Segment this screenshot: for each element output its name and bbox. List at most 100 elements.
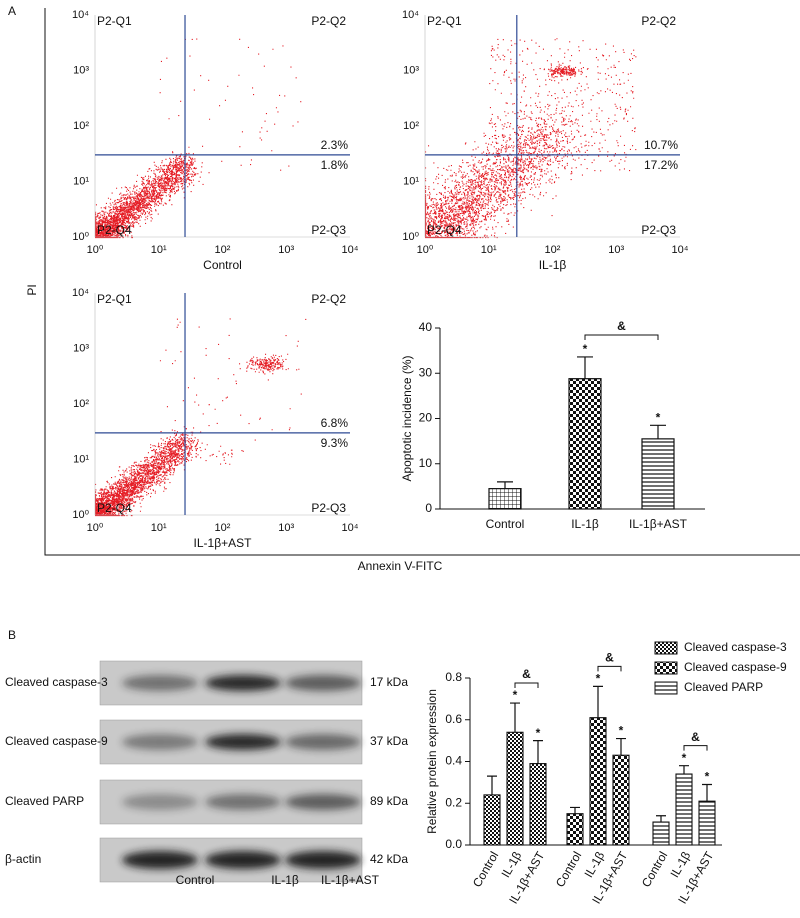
x-tick-label: 10⁰ [417, 244, 434, 256]
quadrant-label: P2-Q1 [97, 14, 132, 28]
event-cloud [425, 38, 637, 239]
error-bar [497, 481, 513, 489]
quadrant-label: P2-Q4 [427, 223, 462, 237]
error-bar [702, 783, 712, 802]
y-tick-label: 10³ [73, 342, 89, 354]
y-axis-label: Relative protein expression [425, 689, 439, 834]
blot-band [122, 734, 198, 750]
y-tick-label: 10⁰ [402, 231, 419, 243]
blot-band [122, 794, 198, 810]
panel-frame [44, 8, 800, 556]
blot-band [205, 734, 281, 750]
significance-label: & [522, 667, 531, 681]
blot-row-label: Cleaved caspase-3 [5, 675, 108, 689]
significance-marker: * [619, 724, 624, 738]
significance-label: & [605, 651, 614, 665]
y-tick-label: 30 [419, 365, 433, 379]
panel-label: B [8, 628, 16, 642]
plot-axes [94, 293, 350, 516]
x-tick-label: 10¹ [151, 522, 167, 534]
y-axis-label: Apoptotic incidence (%) [400, 355, 414, 481]
x-tick-label: 10³ [278, 522, 294, 534]
quadrant-label: P2-Q4 [97, 223, 132, 237]
y-tick-label: 10³ [403, 64, 419, 76]
bar [641, 438, 675, 510]
error-bar [679, 765, 689, 775]
x-tick-label: 10¹ [481, 244, 497, 256]
x-tick-label: 10⁴ [672, 244, 689, 256]
significance-marker: * [513, 688, 518, 702]
plot-caption: IL-1β [539, 258, 567, 272]
bar [566, 813, 584, 846]
panel-label: A [8, 4, 16, 18]
blot-size-label: 17 kDa [370, 675, 408, 689]
bar [612, 754, 630, 846]
error-bar [570, 806, 580, 814]
blot-band [205, 851, 281, 869]
x-tick-label: 10⁴ [342, 522, 359, 534]
quadrant-label: P2-Q1 [427, 14, 462, 28]
error-bar [510, 702, 520, 733]
quadrant-percent: 17.2% [644, 158, 678, 172]
error-bar [616, 737, 626, 756]
plot-caption: IL-1β+AST [194, 536, 253, 550]
x-tick-label: Control [470, 849, 501, 890]
x-tick-label: 10⁴ [342, 244, 359, 256]
y-tick-label: 0.2 [445, 795, 462, 809]
legend-swatch [654, 681, 678, 695]
x-axis-label: Annexin V-FITC [358, 559, 443, 573]
y-tick-label: 10⁰ [72, 509, 89, 521]
bar [589, 717, 607, 846]
quadrant-percent: 9.3% [321, 436, 349, 450]
blot-band [285, 794, 361, 810]
error-bar [593, 685, 603, 718]
x-tick-label: Control [486, 517, 525, 531]
quadrant-label: P2-Q4 [97, 501, 132, 515]
quadrant-label: P2-Q3 [311, 223, 346, 237]
blot-band [122, 675, 198, 691]
bar [506, 731, 524, 846]
blot-size-label: 42 kDa [370, 852, 408, 866]
blot-size-label: 37 kDa [370, 734, 408, 748]
y-tick-label: 10¹ [403, 175, 419, 187]
blot-row-label: β-actin [5, 852, 41, 866]
plot-caption: Control [203, 258, 242, 272]
x-tick-label: 10¹ [151, 244, 167, 256]
blot-band [205, 794, 281, 810]
blot-band [285, 851, 361, 869]
x-tick-label: 10⁰ [87, 522, 104, 534]
y-tick-label: 10³ [73, 64, 89, 76]
significance-marker: * [705, 770, 710, 784]
plot-axes [424, 15, 680, 238]
x-tick-label: IL-1β [571, 517, 599, 531]
blot-row-label: Cleaved caspase-9 [5, 734, 108, 748]
x-tick-label: 10³ [608, 244, 624, 256]
significance-bracket [683, 745, 708, 751]
bar [483, 794, 501, 846]
x-tick-label: Control [639, 849, 670, 890]
significance-marker: * [536, 726, 541, 740]
significance-label: & [617, 319, 626, 333]
significance-bracket [514, 682, 539, 689]
event-cloud [95, 318, 307, 517]
significance-marker: * [682, 751, 687, 765]
legend-label: Cleaved caspase-3 [684, 640, 787, 654]
y-tick-label: 10¹ [73, 453, 89, 465]
y-tick-label: 10¹ [73, 175, 89, 187]
x-tick-label: 10² [215, 522, 231, 534]
bar [652, 821, 670, 846]
error-bar [577, 356, 593, 379]
y-tick-label: 10 [419, 456, 433, 470]
y-tick-label: 40 [419, 320, 433, 334]
quadrant-label: P2-Q1 [97, 292, 132, 306]
error-bar [533, 740, 543, 764]
legend-label: Cleaved PARP [684, 680, 763, 694]
quadrant-percent: 1.8% [321, 158, 349, 172]
quadrant-label: P2-Q2 [311, 292, 346, 306]
legend-label: Cleaved caspase-9 [684, 660, 787, 674]
bar [698, 800, 716, 846]
bar [568, 378, 602, 510]
x-tick-label: 10⁰ [87, 244, 104, 256]
blot-column-label: Control [176, 873, 215, 887]
legend-swatch [654, 661, 678, 675]
